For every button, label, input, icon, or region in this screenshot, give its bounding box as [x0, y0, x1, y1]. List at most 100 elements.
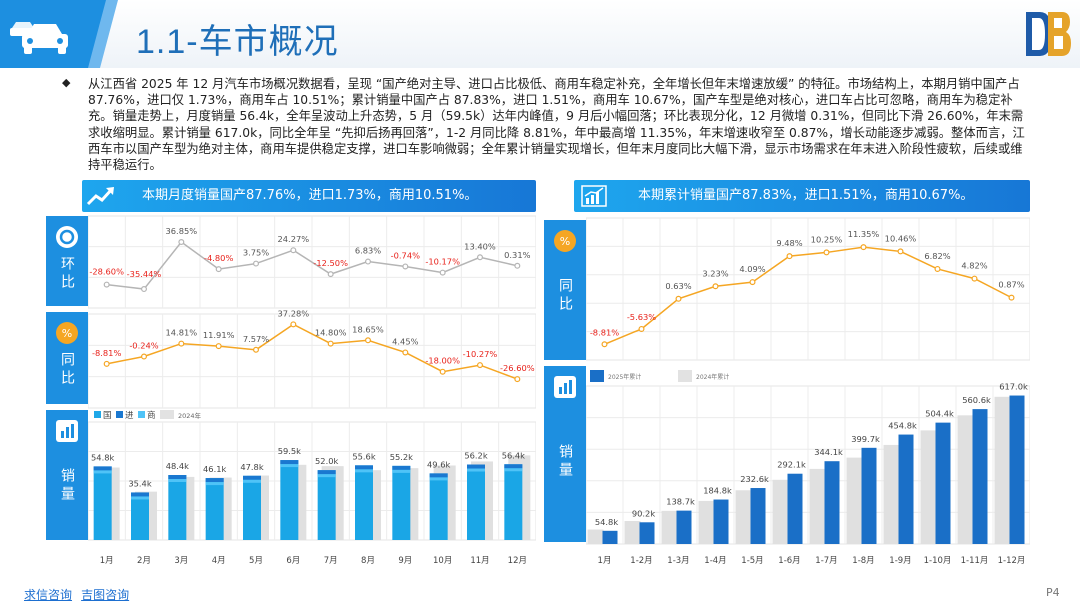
data-point — [897, 248, 904, 255]
left-legend: 国 进 商 2024年 — [94, 410, 202, 421]
footer-link-qiuxin[interactable]: 求信咨询 — [24, 588, 73, 602]
bar-2024-cum — [698, 500, 715, 544]
percent-coin-icon: % — [56, 322, 78, 344]
x-tick-label: 1-2月 — [630, 556, 652, 566]
data-point — [140, 353, 147, 360]
bar-label: 504.4k — [925, 409, 954, 419]
data-point — [860, 244, 867, 251]
bar-2025-cum — [861, 447, 877, 544]
x-tick-label: 5月 — [249, 556, 263, 566]
brand-logo — [1026, 12, 1071, 56]
data-label: 24.27% — [278, 234, 310, 244]
data-point — [178, 340, 185, 347]
data-point — [178, 239, 185, 246]
data-point — [327, 340, 334, 347]
data-label: 11.91% — [203, 330, 235, 340]
data-point — [253, 346, 260, 353]
left-banner: 本期月度销量国产87.76%，进口1.73%，商用10.51%。 — [82, 180, 536, 212]
legend-2024-cum: 2024年累计 — [696, 373, 729, 381]
data-label: 3.23% — [702, 268, 728, 278]
right-charts: -8.81% -5.63% 0.63% 3.23% 4.09% 9.48% 10.25% 11… — [586, 217, 1030, 566]
data-point — [601, 341, 608, 348]
summary-paragraph: 从江西省 2025 年 12 月汽车市场概况数据看，呈现 “国产绝对主导、进口占… — [88, 77, 1025, 173]
data-label: 18.65% — [352, 324, 384, 334]
bar-2024-cum — [735, 490, 752, 544]
x-tick-label: 8月 — [361, 556, 375, 566]
bar-jin — [205, 478, 224, 483]
x-tick-label: 12月 — [508, 556, 527, 566]
bar-shang — [205, 482, 224, 486]
x-tick-label: 1-11月 — [961, 556, 989, 566]
bar-label: 560.6k — [962, 395, 991, 405]
data-label: 6.83% — [355, 246, 381, 256]
bar-2024-cum — [846, 457, 863, 544]
data-point — [514, 262, 521, 269]
legend-2025-cum: 2025年累计 — [608, 373, 641, 381]
x-tick-label: 1-9月 — [889, 556, 911, 566]
data-point — [638, 325, 645, 332]
data-label: -0.74% — [391, 250, 420, 260]
bar-jin — [168, 475, 187, 480]
svg-text:%: % — [560, 235, 570, 248]
x-tick-label: 3月 — [174, 556, 188, 566]
data-point — [365, 337, 372, 344]
bar-shang — [429, 477, 448, 481]
data-label: -5.63% — [627, 312, 656, 322]
bar-2025-cum — [898, 434, 914, 544]
bar-jin — [392, 465, 411, 470]
data-point — [934, 265, 941, 272]
bar-label: 52.0k — [315, 456, 338, 466]
bar-shang — [131, 496, 149, 500]
side-label-xl: 销量 — [46, 410, 88, 540]
bar-2024-cum — [772, 479, 789, 544]
bar-label: 292.1k — [777, 460, 806, 470]
data-point — [749, 279, 756, 286]
bar-trend-icon — [581, 185, 607, 207]
bar-jin — [355, 465, 373, 470]
bar-2024-cum — [994, 396, 1011, 544]
data-label: -18.00% — [425, 356, 460, 366]
x-tick-label: 2月 — [137, 556, 151, 566]
bar-label: 46.1k — [203, 464, 226, 474]
bar-2024-cum — [587, 529, 604, 544]
x-tick-label: 1月 — [598, 556, 612, 566]
data-point — [712, 283, 719, 290]
right-legend: 2025年累计 2024年累计 — [590, 370, 729, 382]
x-tick-label: 7月 — [324, 556, 338, 566]
data-point — [215, 343, 222, 350]
bar-2025-cum — [713, 499, 729, 544]
data-point — [971, 275, 978, 282]
bar-guo — [205, 478, 224, 540]
bar-guo — [429, 473, 448, 540]
data-point — [327, 271, 334, 278]
bar-2024-cum — [809, 468, 826, 544]
data-label: 14.81% — [166, 328, 198, 338]
data-point — [253, 260, 260, 267]
data-label: 9.48% — [776, 238, 802, 248]
percent-coin-icon: % — [554, 230, 576, 252]
x-tick-label: 1月 — [100, 556, 114, 566]
bar-label: 54.8k — [91, 452, 114, 462]
x-tick-label: 6月 — [286, 556, 300, 566]
x-tick-label: 1-10月 — [924, 556, 952, 566]
bar-2025-cum — [639, 522, 655, 544]
bar-2025-cum — [750, 488, 766, 544]
data-point — [675, 295, 682, 302]
bar-label: 48.4k — [166, 461, 189, 471]
bar-2025-cum — [972, 409, 988, 544]
data-point — [140, 286, 147, 293]
bar-label: 35.4k — [128, 478, 151, 488]
data-label: 37.28% — [278, 308, 310, 318]
bar-guo — [93, 466, 112, 540]
side-label-tb-text: 同比 — [59, 352, 75, 388]
footer-link-jitu[interactable]: 吉图咨询 — [81, 588, 130, 602]
bar-2025-cum — [787, 473, 803, 544]
bar-jin — [429, 473, 448, 478]
bar-jin — [504, 464, 523, 469]
series-line — [604, 246, 1012, 345]
header-background — [0, 0, 1080, 68]
data-point — [103, 360, 110, 367]
bar-label: 232.6k — [740, 474, 769, 484]
bar-label: 55.6k — [352, 451, 375, 461]
data-point — [477, 254, 484, 261]
